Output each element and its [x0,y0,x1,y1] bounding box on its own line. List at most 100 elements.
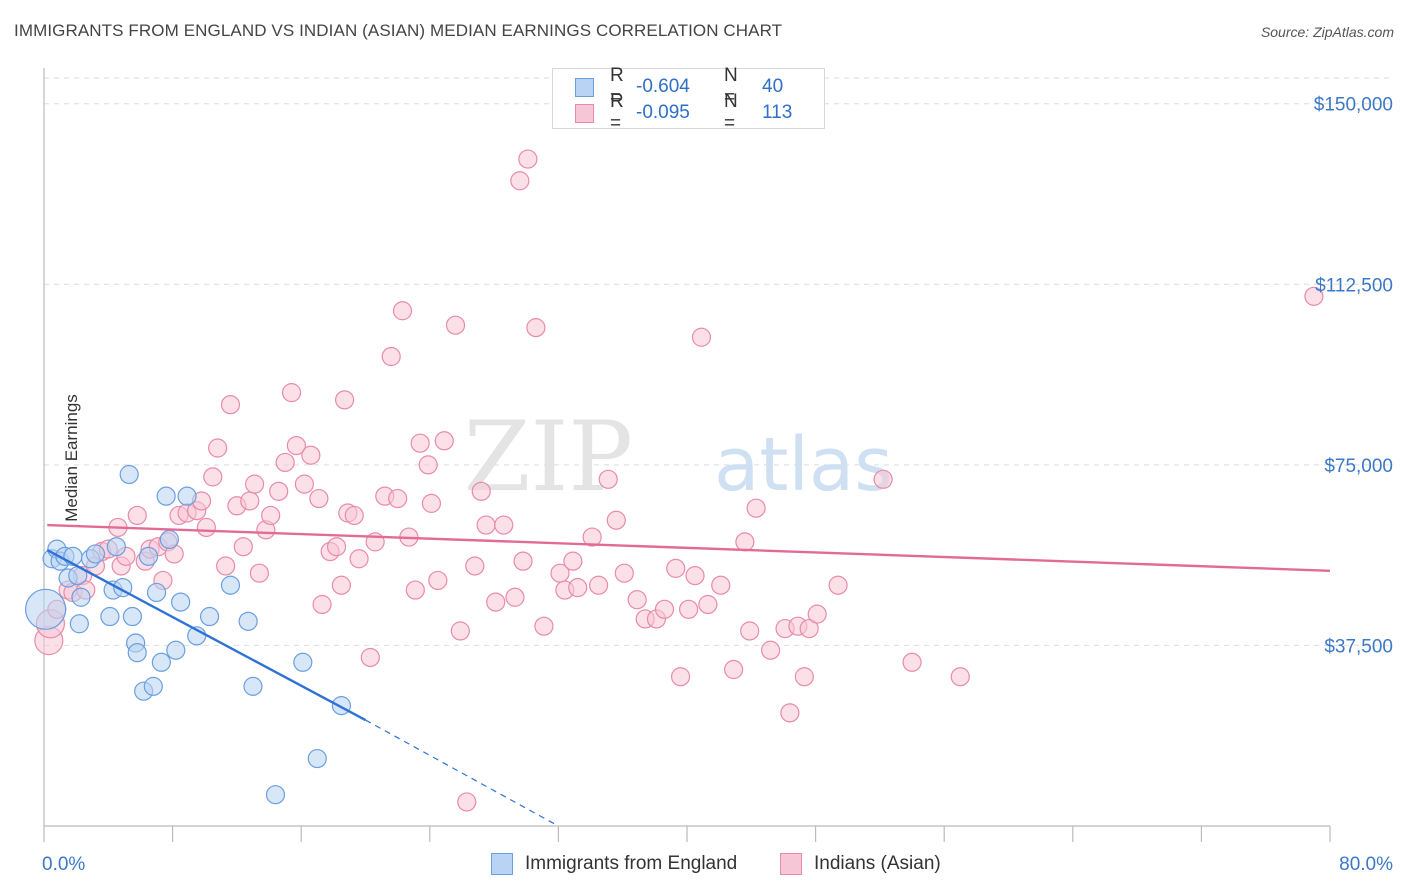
data-point [100,606,120,627]
data-point [119,464,139,485]
data-point [331,575,351,595]
data-point [434,431,454,451]
data-point [166,640,186,660]
legend-row-england: R = -0.604 N = 40 [575,65,783,108]
legend-swatch-england [491,853,513,875]
data-point [711,575,731,595]
data-point [679,599,699,619]
data-point [388,488,408,509]
data-point [685,566,705,586]
legend-label-indians: Indians (Asian) [814,853,941,874]
data-point [421,493,442,513]
data-point [794,667,814,687]
data-point [691,327,712,347]
data-point [127,643,147,663]
data-point [510,171,530,191]
legend-r-label: R = [610,65,624,108]
data-point [526,318,546,338]
data-point [106,537,126,557]
data-point [265,785,286,805]
data-point [294,474,315,494]
data-point [418,455,438,475]
data-point [349,549,369,569]
x-tick-label: 0.0% [42,854,85,875]
data-point [293,652,313,672]
data-point [513,551,533,571]
data-point [269,481,289,501]
data-point [244,474,265,494]
data-point [450,621,470,641]
data-point [199,606,220,627]
data-point [666,558,686,578]
trend-lines [46,523,1331,827]
chart-title: IMMIGRANTS FROM ENGLAND VS INDIAN (ASIAN… [14,21,783,40]
data-point [505,587,525,607]
legend-swatch-indians [780,853,802,875]
data-point [534,616,554,636]
data-point [307,748,327,769]
data-point [286,435,306,456]
data-point [25,588,67,630]
y-tick-label: $75,000 [1324,456,1393,477]
legend-r-value: -0.604 [636,76,690,97]
data-point [335,390,355,410]
data-point [760,640,781,660]
correlation-legend: R = -0.604 N = 40 R = -0.095 N = 113 [552,65,825,134]
legend-item-england: Immigrants from England [491,851,737,877]
data-point [203,467,223,487]
y-axis-label: Median Earnings [61,394,81,522]
data-point [724,659,744,680]
data-point [249,563,270,583]
data-point [138,546,159,566]
data-point [309,488,329,509]
zipatlas-watermark: ZIP atlas [464,401,893,513]
data-point [598,469,618,489]
data-point [950,667,970,687]
data-point [873,469,893,489]
y-tick-label: $37,500 [1324,636,1393,657]
data-point [381,346,401,367]
grid-lines [44,77,1394,646]
watermark-zip: ZIP [464,401,633,513]
legend-item-indians: Indians (Asian) [780,851,941,877]
data-point [1304,286,1324,306]
trend-line [47,523,1331,572]
data-point [799,618,819,639]
data-point [405,580,425,600]
legend-r-value: -0.095 [636,102,690,123]
data-point [261,505,281,526]
data-point [606,510,626,530]
data-point [807,604,827,624]
data-point [196,517,216,538]
data-point [85,544,106,564]
data-point [476,515,496,535]
data-point [471,481,491,501]
data-point [360,647,380,668]
data-point [582,527,602,547]
data-point [627,590,647,610]
data-point [146,582,167,603]
data-point [614,563,634,583]
data-point [220,395,241,415]
data-point [151,652,171,672]
data-point [654,599,675,619]
tick-labels: $37,500 $75,000 $112,500 $150,000 0.0% 80.0% [42,95,1393,875]
data-point [238,611,258,631]
data-point [465,556,485,576]
data-point [746,498,766,518]
data-point [281,383,302,403]
data-point [494,515,514,535]
data-point [220,575,241,595]
data-point [445,315,466,335]
data-point [177,486,197,506]
legend-row-indians: R = -0.095 N = 113 [575,91,792,134]
data-point [143,676,163,696]
data-point [159,529,179,550]
data-point [208,438,228,458]
series-indians-asian [34,149,1324,812]
data-point [568,578,588,598]
x-tick-label: 80.0% [1339,854,1393,875]
data-point [780,703,800,723]
data-point [331,696,351,716]
